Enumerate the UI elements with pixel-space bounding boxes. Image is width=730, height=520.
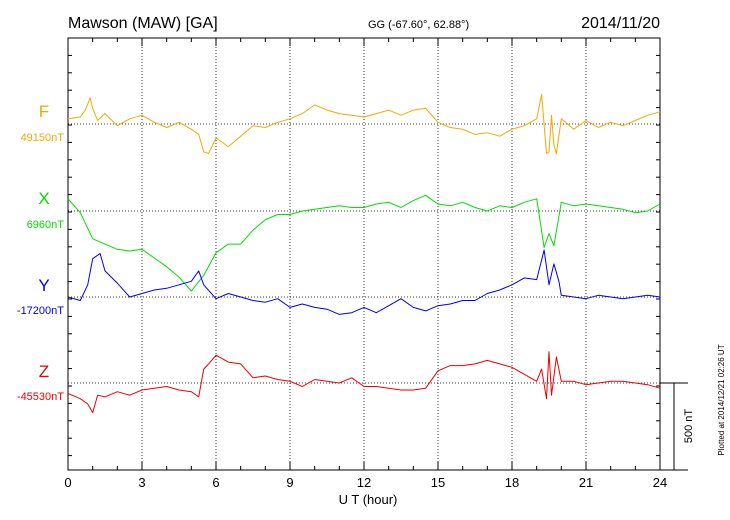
geographic-coordinates: GG (-67.60°, 62.88°) — [368, 19, 469, 31]
series-name-y: Y — [38, 276, 49, 295]
x-tick-label: 15 — [431, 475, 445, 490]
data-series — [67, 93, 661, 414]
series-name-x: X — [38, 189, 49, 208]
series-line-x — [67, 194, 661, 292]
series-line-y — [67, 249, 661, 315]
tick-marks — [67, 37, 661, 470]
series-line-f — [67, 93, 661, 155]
series-baseline-f: 49150nT — [21, 132, 65, 144]
x-tick-label: 12 — [357, 475, 371, 490]
x-tick-label: 0 — [64, 475, 71, 490]
series-baseline-z: -45530nT — [17, 391, 64, 403]
x-tick-label: 24 — [653, 475, 667, 490]
x-tick-label: 21 — [579, 475, 593, 490]
x-tick-label: 3 — [138, 475, 145, 490]
grid-lines — [141, 38, 587, 470]
scale-bar: 500 nT — [660, 382, 695, 471]
x-tick-labels: 0 3 6 9 12 15 18 21 24 — [64, 475, 667, 490]
series-line-z — [67, 351, 661, 414]
series-baseline-y: -17200nT — [17, 305, 64, 317]
series-name-z: Z — [39, 362, 49, 381]
station-title: Mawson (MAW) [GA] — [68, 15, 218, 32]
x-axis-label: U T (hour) — [339, 492, 398, 507]
plotted-timestamp: Plotted at 2014/12/21 02:26 UT — [717, 344, 726, 455]
x-tick-label: 18 — [505, 475, 519, 490]
scale-bar-label: 500 nT — [683, 409, 695, 444]
x-tick-label: 6 — [212, 475, 219, 490]
x-tick-label: 9 — [286, 475, 293, 490]
plot-date: 2014/11/20 — [581, 15, 660, 32]
series-name-f: F — [39, 102, 49, 121]
series-baseline-x: 6960nT — [27, 219, 65, 231]
series-labels: F 49150nT X 6960nT Y -17200nT Z -45530nT — [17, 102, 64, 403]
